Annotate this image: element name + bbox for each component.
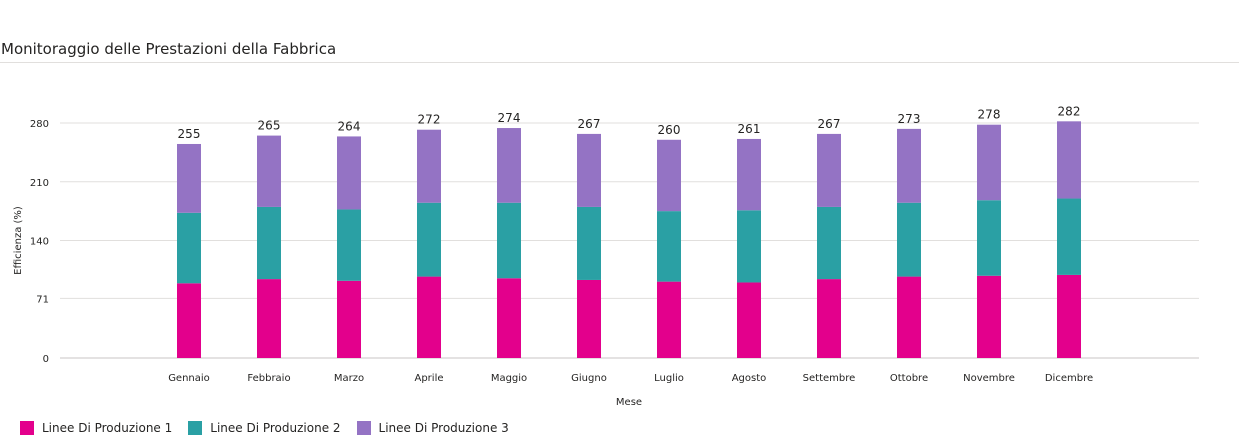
total-data-label: 282 [1058, 104, 1081, 118]
bar-segment-series-1 [817, 279, 841, 358]
bar-segment-series-2 [417, 202, 441, 277]
bar-segment-series-2 [737, 210, 761, 283]
bar-segment-series-2 [1057, 198, 1081, 275]
total-data-label: 273 [898, 112, 921, 126]
x-tick-label: Febbraio [247, 373, 290, 384]
bar-segment-series-3 [737, 138, 761, 211]
bar-segment-series-2 [257, 206, 281, 280]
x-tick-label: Giugno [571, 373, 607, 384]
total-data-label: 255 [178, 127, 201, 141]
bar-segment-series-3 [257, 135, 281, 207]
bar-segment-series-1 [737, 282, 761, 358]
bar-segment-series-2 [657, 211, 681, 282]
bar-segment-series-3 [977, 124, 1001, 201]
bar-segment-series-2 [817, 206, 841, 280]
x-tick-label: Luglio [654, 373, 684, 384]
x-tick-label: Dicembre [1045, 373, 1093, 384]
total-data-label: 261 [738, 122, 761, 136]
bar-segment-series-1 [177, 283, 201, 358]
bar-segment-series-3 [897, 128, 921, 203]
x-tick-label: Maggio [491, 373, 527, 384]
bar-segment-series-1 [897, 276, 921, 358]
legend-swatch [356, 421, 371, 435]
x-tick-label: Novembre [963, 373, 1015, 384]
total-data-label: 272 [418, 113, 441, 127]
bar-segment-series-2 [897, 202, 921, 277]
y-axis-label: Efficienza (%) [13, 206, 24, 275]
x-tick-label: Ottobre [890, 373, 928, 384]
bar-segment-series-1 [977, 275, 1001, 358]
bar-segment-series-3 [177, 143, 201, 213]
x-tick-label: Aprile [414, 373, 443, 384]
bar-segment-series-2 [577, 206, 601, 280]
bar-segment-series-2 [977, 200, 1001, 276]
legend-swatch [20, 421, 34, 435]
x-tick-label: Settembre [803, 373, 856, 384]
x-axis-label: Mese [616, 397, 642, 408]
total-data-label: 264 [338, 119, 361, 133]
bar-segment-series-1 [497, 278, 521, 358]
legend-label: Linee Di Produzione 1 [42, 421, 173, 435]
bar-segment-series-2 [337, 209, 361, 281]
bar-segment-series-3 [417, 129, 441, 203]
x-tick-label: Gennaio [168, 373, 210, 384]
y-tick-label: 210 [30, 178, 49, 189]
y-tick-label: 280 [30, 119, 49, 130]
bar-segment-series-1 [657, 281, 681, 358]
bar-segment-series-1 [1057, 274, 1081, 358]
total-data-label: 265 [258, 119, 281, 133]
bar-segment-series-2 [497, 202, 521, 279]
legend: Linee Di Produzione 1 Linee Di Produzione… [20, 421, 525, 435]
y-tick-label: 140 [30, 237, 49, 248]
stacked-bar-chart: 0 71 140 210 280 Efficienza (%) 255 Gennaio 265 F… [13, 104, 1199, 408]
legend-item-series-1[interactable]: Linee Di Produzione 1 [20, 421, 172, 435]
y-tick-label: 71 [36, 294, 49, 305]
total-data-label: 260 [658, 123, 681, 137]
legend-label: Linee Di Produzione 3 [378, 421, 509, 435]
bar-segment-series-2 [177, 212, 201, 284]
bar-segment-series-3 [817, 133, 841, 207]
bar-segment-series-3 [577, 133, 601, 207]
x-tick-label: Agosto [732, 373, 767, 384]
bar-segment-series-3 [497, 128, 521, 203]
y-tick-label: 0 [43, 354, 49, 365]
bar-segment-series-3 [657, 139, 681, 212]
legend-label: Linee Di Produzione 2 [210, 421, 341, 435]
bar-segment-series-1 [257, 279, 281, 358]
legend-item-series-3[interactable]: Linee Di Produzione 3 [356, 421, 509, 435]
total-data-label: 267 [818, 117, 841, 131]
bar-segment-series-1 [337, 280, 361, 358]
bar-segment-series-1 [417, 276, 441, 358]
legend-item-series-2[interactable]: Linee Di Produzione 2 [188, 421, 341, 435]
total-data-label: 278 [978, 108, 1001, 122]
bar-segment-series-1 [577, 279, 601, 358]
title-divider [0, 62, 1239, 63]
chart-title: Monitoraggio delle Prestazioni della Fab… [1, 40, 337, 58]
bar-segment-series-3 [1057, 121, 1081, 199]
total-data-label: 267 [578, 117, 601, 131]
x-tick-label: Marzo [334, 373, 364, 384]
bar-segment-series-3 [337, 136, 361, 210]
total-data-label: 274 [498, 111, 521, 125]
legend-swatch [188, 421, 203, 435]
